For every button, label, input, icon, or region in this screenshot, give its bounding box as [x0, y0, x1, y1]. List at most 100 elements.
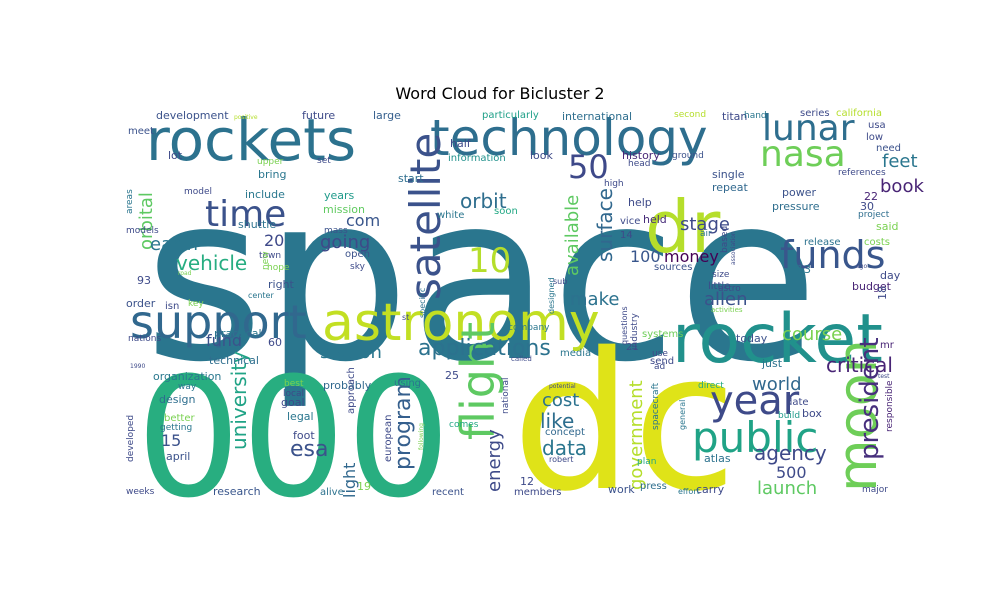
word-19: 19: [357, 480, 371, 493]
word-mission: mission: [323, 203, 365, 216]
word-500: 500: [776, 463, 807, 482]
word-satellite: satellite: [401, 133, 450, 300]
word-members: members: [514, 487, 561, 498]
word-research: research: [213, 485, 261, 498]
word-following: following: [418, 423, 425, 450]
word-build: build: [778, 411, 800, 421]
word-potential: potential: [549, 383, 576, 390]
word-upper: upper: [257, 157, 284, 167]
word-second: second: [674, 110, 706, 120]
word-held: held: [643, 213, 667, 226]
word-20: 20: [264, 231, 284, 250]
word-like: like: [540, 409, 574, 433]
word-pressure: pressure: [772, 200, 820, 213]
word-set: set: [317, 156, 331, 166]
word-earth: earth: [150, 234, 198, 255]
word-robert: robert: [549, 455, 573, 464]
word-stage: stage: [680, 214, 730, 235]
word-air: air: [700, 229, 712, 239]
word-single: single: [712, 168, 745, 181]
word-california: california: [836, 108, 882, 119]
word-flight: flight: [451, 322, 505, 440]
word-orbital: orbital: [136, 192, 157, 250]
word-better: better: [164, 413, 195, 424]
word-new: new: [261, 251, 271, 270]
word-launch: launch: [757, 478, 817, 499]
word-technology: technology: [430, 109, 708, 167]
word-april: april: [166, 450, 190, 463]
word-center: center: [248, 291, 274, 300]
word-foot: foot: [293, 429, 315, 442]
word-major: major: [862, 485, 888, 495]
word-soon: soon: [494, 206, 518, 217]
word-vice: vice: [620, 216, 640, 227]
word-ground: ground: [672, 151, 704, 161]
word-000: 000: [136, 342, 451, 534]
word-national: national: [501, 378, 511, 414]
word-course: course: [782, 324, 842, 345]
word-direct: direct: [698, 381, 724, 391]
word-town: town: [259, 251, 281, 261]
word-use: use: [652, 349, 668, 359]
word-approach: approach: [346, 367, 357, 414]
word-references: references: [838, 168, 886, 178]
word-time: time: [205, 194, 286, 235]
word-going: going: [320, 232, 370, 253]
word-future: future: [302, 109, 335, 122]
word-best: best: [284, 379, 304, 389]
word-space: space: [144, 146, 819, 413]
word-dc: dc: [512, 312, 737, 533]
word-com: com: [346, 211, 380, 230]
word-industry: industry: [630, 312, 640, 350]
word-technical: technical: [209, 354, 259, 367]
word-series: series: [800, 108, 830, 119]
word-development: development: [156, 109, 229, 122]
word-weeks: weeks: [126, 487, 155, 497]
word-positive: positive: [234, 114, 258, 121]
word-isn: isn: [165, 301, 179, 312]
word-lunar: lunar: [762, 108, 855, 149]
word-light: light: [340, 463, 359, 498]
word-feet: feet: [882, 151, 918, 172]
word-make: make: [570, 289, 619, 310]
word-1990: 1990: [130, 363, 145, 370]
word-design: design: [159, 393, 196, 406]
word-funds: funds: [780, 233, 885, 277]
word-93: 93: [137, 274, 151, 287]
word-meet: meet: [128, 126, 154, 137]
word-50: 50: [568, 148, 609, 186]
word-21: 21: [626, 342, 639, 353]
word-release: release: [804, 237, 840, 248]
word-test: test: [878, 373, 890, 380]
word-years: years: [324, 189, 355, 202]
word-year: year: [710, 378, 800, 424]
word-repeat: repeat: [712, 181, 749, 194]
word-concept: concept: [545, 427, 585, 438]
word-titan: titan: [722, 110, 747, 123]
word-getting: getting: [160, 423, 192, 433]
word-high: high: [604, 179, 624, 189]
word-shuttle: shuttle: [238, 218, 276, 231]
word-company: company: [508, 323, 550, 333]
word-effort: effort: [678, 487, 700, 496]
word-surface: surface: [593, 188, 617, 262]
word-allen: allen: [704, 289, 748, 310]
word-spacecraft: spacecraft: [651, 382, 661, 430]
word-responsible: responsible: [885, 380, 895, 432]
word-mr: mr: [880, 340, 895, 351]
word-called: called: [511, 355, 532, 363]
word-carry: carry: [696, 483, 725, 496]
word-12: 12: [520, 475, 534, 488]
word-road: road: [178, 270, 192, 277]
word-esa: esa: [290, 437, 328, 462]
word-legal: legal: [287, 410, 314, 423]
word-13: 13: [797, 263, 811, 276]
word-usa: usa: [868, 120, 886, 131]
word-way: way: [178, 382, 197, 392]
word-dr: dr: [645, 185, 721, 269]
word-money: money: [664, 247, 719, 266]
word-cost: cost: [542, 390, 579, 411]
word-22: 22: [864, 190, 878, 203]
word-applications: applications: [418, 336, 551, 361]
word-head: head: [628, 159, 650, 169]
